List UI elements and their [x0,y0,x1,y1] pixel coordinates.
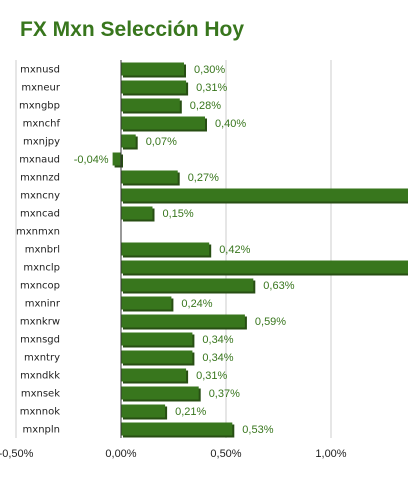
category-label: mxncad [20,209,60,220]
category-label: mxntry [24,353,60,364]
bar [121,116,205,130]
bar [121,368,187,382]
category-label: mxnnok [20,407,60,418]
data-label: 0,24% [181,298,212,310]
bar [121,170,178,184]
bar [121,188,408,202]
bar [121,134,136,148]
data-label: 0,59% [255,316,286,328]
bar [121,98,180,112]
data-label: 0,28% [190,100,221,112]
category-label: mxncny [20,191,60,202]
category-label: mxnjpy [23,137,60,148]
category-label: mxnsek [21,389,60,400]
chart-title: FX Mxn Selección Hoy [20,18,245,41]
category-label: mxnnzd [20,173,60,184]
category-label: mxnkrw [20,317,60,328]
data-label: 0,53% [242,424,273,436]
category-label: mxncop [20,281,60,292]
bar [121,206,153,220]
category-label: mxnaud [19,155,60,166]
category-label: mxneur [21,83,60,94]
x-tick-label: 0,00% [105,448,136,460]
data-label: 0,31% [196,370,227,382]
category-label: mxnmxn [16,227,60,238]
category-label: mxnbrl [25,245,60,256]
bar [121,404,166,418]
data-label: 0,40% [215,118,246,130]
data-label: 0,31% [196,82,227,94]
category-label: mxninr [25,299,61,310]
bar [112,152,121,166]
bar [121,332,193,346]
bar [121,242,210,256]
bar [121,350,193,364]
bar [121,422,233,436]
data-label: 0,07% [146,136,177,148]
data-label: 0,15% [163,208,194,220]
bar [121,386,199,400]
data-label: 0,63% [263,280,294,292]
x-tick-label: -0,50% [0,448,34,460]
bar [121,80,187,94]
bar [121,314,245,328]
category-label: mxngbp [19,101,60,112]
data-label: 0,42% [219,244,250,256]
bar [121,278,254,292]
x-tick-label: 1,00% [315,448,346,460]
bar [121,260,408,274]
category-label: mxnpln [23,425,60,436]
data-label: 0,34% [202,334,233,346]
data-label: 0,34% [202,352,233,364]
data-label: -0,04% [74,154,109,166]
data-label: 0,21% [175,406,206,418]
category-label: mxnusd [20,65,60,76]
category-label: mxnclp [23,263,60,274]
bar [121,62,184,76]
data-label: 0,37% [209,388,240,400]
data-label: 0,30% [194,64,225,76]
category-label: mxnsgd [20,335,60,346]
bar [121,296,172,310]
data-label: 0,27% [188,172,219,184]
x-tick-label: 0,50% [210,448,241,460]
category-label: mxnchf [23,119,61,130]
category-label: mxndkk [20,371,60,382]
